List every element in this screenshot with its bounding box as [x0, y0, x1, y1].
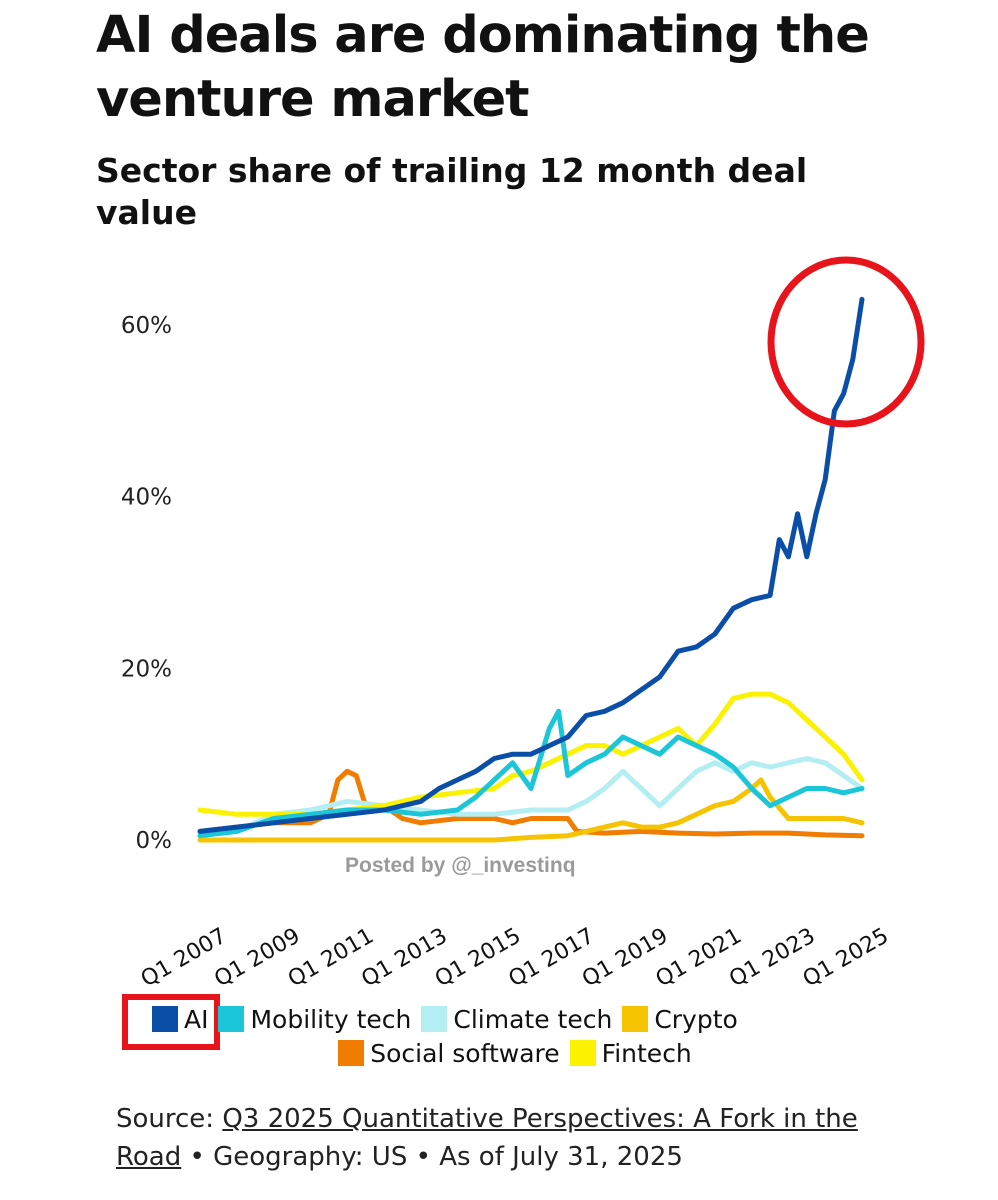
series-line-fintech	[197, 691, 865, 817]
legend-highlight-box	[122, 994, 220, 1050]
y-tick-label: 60%	[121, 313, 172, 339]
chart-subtitle: Sector share of trailing 12 month deal v…	[96, 151, 808, 232]
legend-swatch	[338, 1040, 365, 1066]
y-tick-label: 40%	[121, 485, 172, 511]
series-line-crypto	[197, 777, 865, 843]
legend-swatch	[218, 1006, 245, 1032]
series-line-ai	[197, 296, 865, 834]
y-tick-label: 20%	[121, 656, 172, 682]
legend-label: Climate tech	[453, 1004, 613, 1034]
chart-title: AI deals are dominating the venture mark…	[96, 6, 870, 129]
source-link[interactable]: Q3 2025 Quantitative Perspectives: A For…	[116, 1104, 858, 1172]
x-tick-label: Q1 2025	[799, 924, 893, 990]
legend-item-climate-tech: Climate tech	[421, 1005, 612, 1034]
y-tick-label: 0%	[136, 828, 173, 854]
legend-label: Crypto	[654, 1004, 738, 1034]
legend-label: Fintech	[601, 1038, 692, 1068]
legend: AI Mobility tech Climate tech Crypto Social…	[120, 1002, 920, 1070]
legend-row: AI Mobility tech Climate tech Crypto	[120, 1002, 920, 1036]
legend-swatch	[622, 1006, 649, 1032]
legend-item-social-software: Social software	[338, 1038, 560, 1068]
legend-item-ai: AI	[152, 1005, 208, 1034]
series-lines	[197, 296, 865, 843]
legend-swatch	[421, 1006, 448, 1032]
watermark-text: Posted by @_investinq	[345, 854, 576, 877]
legend-label: Social software	[370, 1038, 560, 1068]
source-note: Source: Q3 2025 Quantitative Perspective…	[116, 1100, 916, 1176]
legend-label: Mobility tech	[250, 1004, 412, 1034]
legend-swatch	[152, 1006, 178, 1032]
legend-swatch	[569, 1040, 596, 1066]
legend-item-crypto: Crypto	[622, 1005, 738, 1034]
legend-item-mobility-tech: Mobility tech	[218, 1005, 411, 1034]
legend-item-fintech: Fintech	[569, 1038, 692, 1068]
series-line-climate-tech	[197, 756, 865, 839]
y-axis-ticks: 0% 20% 40% 60%	[121, 313, 172, 854]
legend-row: Social software Fintech	[120, 1036, 920, 1070]
highlight-circle	[767, 256, 925, 428]
source-suffix: • Geography: US • As of July 31, 2025	[181, 1142, 683, 1172]
legend-label: AI	[184, 1004, 209, 1034]
source-prefix: Source:	[116, 1104, 223, 1134]
